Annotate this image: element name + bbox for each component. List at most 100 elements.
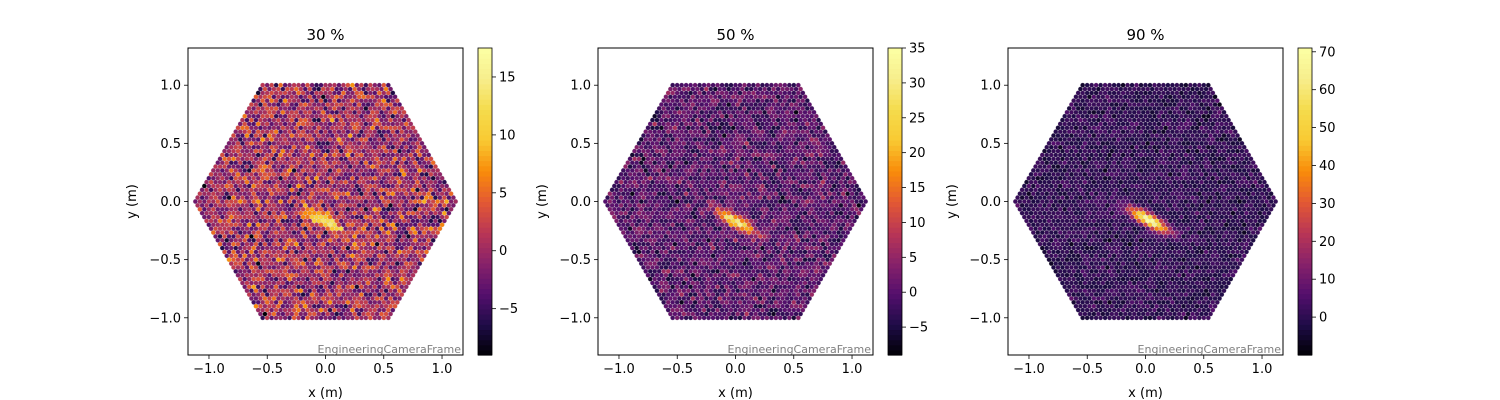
x-tick-label: 0.5: [373, 362, 394, 377]
colorbar-segment: [478, 298, 492, 305]
colorbar-segment: [478, 211, 492, 218]
camera-pixel: [291, 82, 297, 88]
colorbar-segment: [478, 314, 492, 320]
camera-pixel: [273, 82, 279, 88]
colorbar-segment: [478, 145, 492, 151]
colorbar-segment: [478, 170, 492, 177]
colorbar-segment: [478, 232, 492, 238]
colorbar-segment: [478, 83, 492, 90]
colorbar-segment: [478, 278, 492, 284]
panel-1: 30 % x (m) y (m) −1.0 −0.5 0.0 0.5 1.0 −1.0−…: [125, 26, 518, 400]
colorbar-segment: [478, 268, 492, 274]
colorbar-segment: [478, 303, 492, 310]
colorbar-segment: [478, 216, 492, 223]
camera-pixel: [314, 82, 319, 88]
colorbar-segment: [478, 160, 492, 167]
colorbar-segment: [478, 334, 492, 341]
colorbar-segment: [478, 48, 492, 54]
colorbar-segment: [478, 73, 492, 80]
colorbar-segment: [478, 339, 492, 346]
camera-pixel: [309, 82, 315, 88]
camera-pixel: [340, 82, 346, 88]
colorbar-segment: [478, 63, 492, 70]
colorbar-segment: [478, 262, 492, 269]
camera-pixel: [410, 272, 416, 278]
panel-1-frame-label: EngineeringCameraFrame: [318, 343, 462, 356]
camera-pixel: [296, 82, 302, 88]
camera-pixel: [363, 82, 369, 88]
colorbar-segment: [478, 53, 492, 59]
colorbar-segment: [478, 109, 492, 116]
colorbar-segment: [478, 329, 492, 336]
y-tick-label: −0.5: [149, 253, 181, 268]
colorbar-segment: [478, 227, 492, 233]
colorbar-segment: [478, 155, 492, 162]
colorbar-segment: [478, 94, 492, 100]
camera-pixel: [408, 276, 414, 282]
camera-pixel: [390, 307, 396, 313]
colorbar-segment: [478, 324, 492, 331]
camera-pixel: [305, 82, 311, 88]
colorbar-segment: [478, 78, 492, 85]
camera-pixel: [392, 303, 398, 309]
colorbar-segment: [478, 308, 492, 315]
panel-2-title: 50 %: [716, 26, 754, 44]
camera-pixel: [385, 82, 391, 88]
camera-pixel: [417, 261, 423, 266]
colorbar-segment: [478, 119, 492, 126]
colorbar-segment: [478, 288, 492, 295]
colorbar-segment: [478, 134, 492, 141]
camera-pixel: [403, 284, 409, 290]
camera-pixel: [358, 82, 364, 88]
y-tick-label: 0.0: [160, 195, 181, 210]
colorbar-segment: [478, 196, 492, 203]
colorbar-segment: [478, 252, 492, 259]
colorbar-segment: [478, 68, 492, 75]
colorbar-tick-label: 0: [499, 244, 507, 259]
camera-pixel: [327, 82, 333, 88]
y-tick-label: 0.5: [160, 137, 181, 152]
x-tick-label: −1.0: [193, 362, 225, 377]
panel-2-ylabel: y (m): [535, 184, 550, 219]
colorbar-segment: [478, 191, 492, 197]
colorbar-segment: [478, 242, 492, 249]
camera-pixel: [354, 82, 360, 88]
camera-pixel: [397, 295, 402, 301]
panel-2-xlabel: x (m): [718, 386, 753, 400]
colorbar-segment: [478, 129, 492, 136]
y-tick-label: −1.0: [149, 311, 181, 326]
colorbar-segment: [478, 150, 492, 157]
camera-pixel: [367, 82, 373, 88]
camera-pixel: [323, 82, 328, 88]
colorbar-segment: [478, 293, 492, 300]
colorbar-segment: [478, 140, 492, 146]
panel-1-ylabel: y (m): [125, 184, 140, 219]
colorbar-segment: [478, 175, 492, 182]
camera-pixel: [415, 264, 420, 270]
camera-pixel: [260, 82, 266, 88]
colorbar-segment: [478, 88, 492, 95]
colorbar-segment: [478, 273, 492, 279]
colorbar-segment: [478, 104, 492, 110]
camera-pixel: [287, 82, 293, 88]
x-tick-label: −0.5: [251, 362, 283, 377]
camera-pixel: [372, 82, 378, 88]
colorbar-segment: [478, 257, 492, 264]
colorbar-tick-label: 5: [499, 186, 507, 201]
camera-pixel: [336, 82, 342, 88]
colorbar-segment: [478, 237, 492, 244]
colorbar-segment: [478, 99, 492, 105]
camera-pixel: [381, 82, 387, 88]
colorbar-segment: [478, 181, 492, 187]
y-tick-label: 1.0: [160, 79, 181, 94]
colorbar-segment: [478, 186, 492, 192]
colorbar-tick-label: −5: [499, 302, 518, 317]
x-tick-label: 1.0: [432, 362, 453, 377]
camera-pixel: [388, 311, 394, 317]
colorbar-segment: [478, 319, 492, 325]
camera-pixel: [401, 288, 407, 294]
camera-pixel: [412, 268, 418, 274]
colorbar-tick-label: 15: [499, 70, 516, 85]
camera-pixel: [345, 82, 351, 88]
